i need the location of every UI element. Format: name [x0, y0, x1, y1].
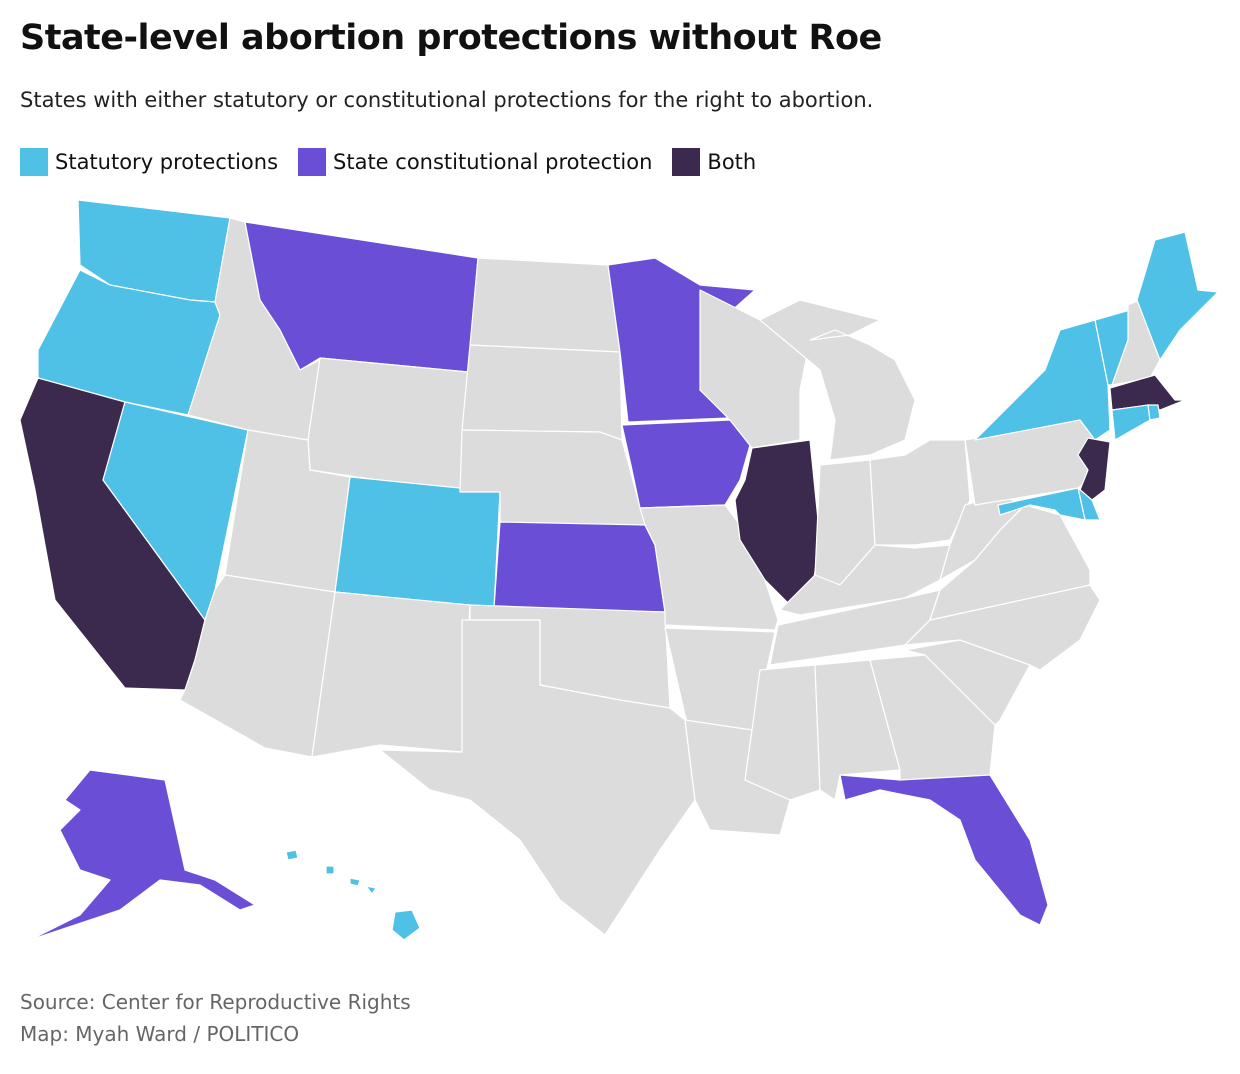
state-ak	[29, 769, 256, 941]
state-tx	[379, 619, 696, 936]
state-mi	[759, 299, 916, 461]
state-me	[1136, 231, 1219, 361]
map-title: State-level abortion protections without…	[20, 18, 882, 58]
credit-note: Map: Myah Ward / POLITICO	[20, 1022, 300, 1046]
legend-swatch	[20, 148, 48, 176]
state-ct	[1111, 404, 1151, 441]
state-nd	[469, 257, 621, 353]
legend-swatch	[672, 148, 701, 176]
map-subtitle: States with either statutory or constitu…	[20, 88, 874, 112]
legend: Statutory protections State constitution…	[20, 148, 776, 176]
state-oh	[869, 439, 971, 546]
legend-label: Both	[707, 150, 757, 174]
legend-swatch	[298, 148, 327, 176]
state-wv	[939, 494, 1026, 581]
state-ia	[621, 419, 751, 509]
state-ri	[1147, 404, 1161, 421]
state-ny	[974, 319, 1111, 441]
state-il	[734, 439, 821, 606]
state-ky	[779, 544, 951, 616]
state-co	[334, 476, 501, 609]
state-ks	[493, 521, 666, 613]
state-wy	[307, 357, 469, 493]
state-hi	[285, 849, 421, 941]
legend-label: Statutory protections	[55, 150, 279, 174]
state-md	[997, 487, 1086, 521]
source-note: Source: Center for Reproductive Rights	[20, 990, 411, 1014]
legend-item-statutory: Statutory protections	[20, 148, 278, 176]
state-sd	[461, 344, 623, 441]
legend-item-constitutional: State constitutional protection	[298, 148, 652, 176]
legend-label: State constitutional protection	[333, 150, 653, 174]
state-fl	[839, 774, 1049, 926]
state-nm	[311, 591, 471, 758]
legend-item-both: Both	[672, 148, 756, 176]
